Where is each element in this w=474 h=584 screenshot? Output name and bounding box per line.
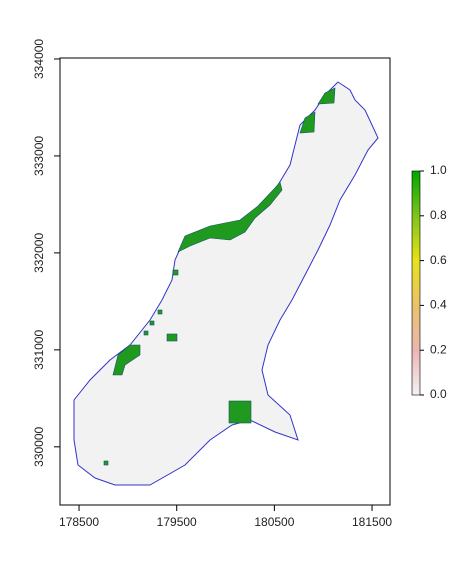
- colorbar-tick-label: 0.4: [430, 298, 447, 312]
- y-tick-label: 330000: [32, 426, 46, 466]
- x-tick-label: 179500: [157, 515, 197, 529]
- y-tick-label: 334000: [32, 39, 46, 79]
- colorbar-tick-label: 1.0: [430, 163, 447, 177]
- colorbar-tick-label: 0.2: [430, 342, 447, 356]
- presence-cells: [103, 87, 336, 466]
- island-shape: [73, 81, 379, 486]
- cells: [143, 330, 149, 336]
- x-tick-label: 181500: [352, 515, 392, 529]
- colorbar-tick-label: 0.6: [430, 253, 447, 267]
- cells: [166, 333, 178, 342]
- island: [73, 81, 379, 486]
- cells: [157, 309, 163, 315]
- cells: [103, 460, 109, 466]
- cells: [228, 400, 252, 424]
- plot-frame: [59, 57, 391, 506]
- y-tick-label: 332000: [32, 233, 46, 273]
- cells: [299, 111, 316, 134]
- cells: [177, 181, 283, 253]
- cells: [149, 320, 155, 326]
- cells: [317, 87, 336, 105]
- y-tick-label: 333000: [32, 136, 46, 176]
- colorbar-tick-label: 0.8: [430, 208, 447, 222]
- cells: [112, 344, 141, 376]
- x-tick-label: 180500: [254, 515, 294, 529]
- colorbar: [411, 170, 421, 396]
- colorbar-tick-label: 0.0: [430, 387, 447, 401]
- y-tick-label: 331000: [32, 330, 46, 370]
- cells: [172, 269, 179, 276]
- x-tick-label: 178500: [59, 515, 99, 529]
